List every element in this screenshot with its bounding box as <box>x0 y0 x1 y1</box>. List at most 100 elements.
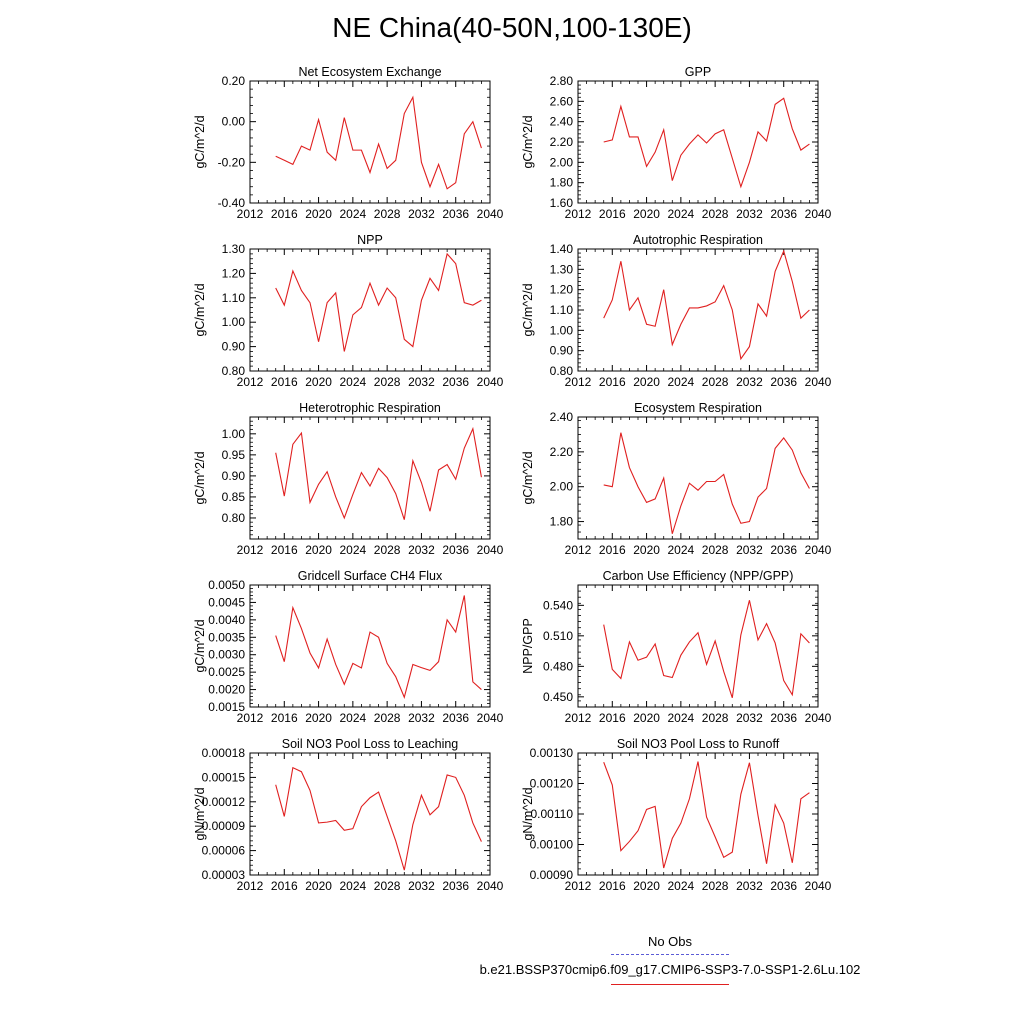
x-tick-label: 2020 <box>633 375 660 389</box>
x-tick-label: 2028 <box>702 879 729 893</box>
panel-title: Ecosystem Respiration <box>634 401 762 415</box>
y-axis-label: gC/m^2/d <box>193 619 207 672</box>
x-tick-label: 2032 <box>736 711 763 725</box>
series-line-0 <box>603 761 810 869</box>
plot-frame <box>249 584 491 708</box>
plot-frame <box>249 80 491 204</box>
panel-7: Carbon Use Efficiency (NPP/GPP) NPP/GPP 20… <box>521 569 832 725</box>
x-tick-label: 2032 <box>736 375 763 389</box>
y-tick-label: 0.00110 <box>531 807 574 821</box>
y-tick-label: 2.40 <box>550 115 574 129</box>
y-tick-label: 0.540 <box>543 598 573 612</box>
x-tick-label: 2032 <box>736 543 763 557</box>
panel-title: Gridcell Surface CH4 Flux <box>298 569 443 583</box>
x-tick-label: 2020 <box>633 879 660 893</box>
x-tick-label: 2036 <box>770 879 797 893</box>
panel-2: NPP gC/m^2/d 2012 2016 2020 2024 2028 2032 2036 2… <box>193 233 504 389</box>
y-tick-label: 0.0050 <box>208 578 245 592</box>
panel-title: Autotrophic Respiration <box>633 233 763 247</box>
panel-title: Net Ecosystem Exchange <box>298 65 441 79</box>
x-tick-label: 2032 <box>736 879 763 893</box>
plot-frame <box>249 248 491 372</box>
x-tick-label: 2040 <box>805 879 832 893</box>
series-line-0 <box>275 766 482 871</box>
series-line-0 <box>275 595 482 699</box>
y-tick-label: 0.00015 <box>202 770 246 784</box>
y-tick-label: 2.40 <box>550 410 574 424</box>
x-tick-label: 2040 <box>477 543 504 557</box>
plot-frame <box>249 416 491 540</box>
x-tick-label: 2012 <box>565 207 592 221</box>
plot-frame <box>249 752 491 876</box>
y-tick-label: 1.10 <box>222 291 246 305</box>
panel-title: Soil NO3 Pool Loss to Runoff <box>617 737 780 751</box>
x-tick-label: 2024 <box>340 879 367 893</box>
y-tick-label: 0.00018 <box>202 746 246 760</box>
x-tick-label: 2028 <box>702 711 729 725</box>
x-tick-label: 2012 <box>237 207 264 221</box>
series-line-0 <box>275 252 482 352</box>
y-axis-label: gC/m^2/d <box>521 451 535 504</box>
x-tick-label: 2012 <box>565 879 592 893</box>
y-tick-label: 0.80 <box>550 364 574 378</box>
y-tick-label: 0.0015 <box>208 700 245 714</box>
x-tick-label: 2024 <box>340 543 367 557</box>
y-tick-label: 0.90 <box>222 469 246 483</box>
y-tick-label: 0.0040 <box>208 613 245 627</box>
x-tick-label: 2012 <box>565 711 592 725</box>
x-tick-label: 2032 <box>408 879 435 893</box>
x-tick-label: 2016 <box>271 207 298 221</box>
y-tick-label: 1.00 <box>222 427 246 441</box>
y-tick-label: 0.0030 <box>208 648 245 662</box>
y-tick-label: 0.90 <box>222 340 246 354</box>
y-tick-label: 0.480 <box>543 659 573 673</box>
y-axis-label: gC/m^2/d <box>193 283 207 336</box>
y-tick-label: 2.00 <box>550 480 574 494</box>
panel-title: GPP <box>685 65 711 79</box>
x-tick-label: 2024 <box>668 711 695 725</box>
y-tick-label: 0.510 <box>543 629 573 643</box>
y-tick-label: 1.80 <box>550 176 574 190</box>
x-tick-label: 2012 <box>565 375 592 389</box>
y-tick-label: 2.20 <box>550 445 574 459</box>
x-tick-label: 2024 <box>668 543 695 557</box>
panel-1: GPP gC/m^2/d 2012 2016 2020 2024 2028 2032 2036 2… <box>521 65 832 221</box>
x-tick-label: 2012 <box>565 543 592 557</box>
x-tick-label: 2032 <box>408 375 435 389</box>
x-tick-label: 2028 <box>702 207 729 221</box>
x-tick-label: 2032 <box>408 543 435 557</box>
x-tick-label: 2028 <box>374 375 401 389</box>
series-line-0 <box>603 432 810 534</box>
x-tick-label: 2012 <box>237 543 264 557</box>
x-tick-label: 2020 <box>633 711 660 725</box>
series-line-0 <box>603 600 810 699</box>
panel-6: Gridcell Surface CH4 Flux gC/m^2/d 2012 201… <box>193 569 504 725</box>
x-tick-label: 2020 <box>305 711 332 725</box>
x-tick-label: 2020 <box>305 207 332 221</box>
y-tick-label: 0.00120 <box>530 777 574 791</box>
x-tick-label: 2024 <box>340 711 367 725</box>
x-tick-label: 2040 <box>477 207 504 221</box>
x-tick-label: 2036 <box>442 375 469 389</box>
panel-title: NPP <box>357 233 383 247</box>
y-tick-label: 0.00009 <box>202 819 246 833</box>
x-tick-label: 2024 <box>668 375 695 389</box>
y-axis-label: NPP/GPP <box>521 618 535 674</box>
plot-frame <box>577 584 819 708</box>
panel-3: Autotrophic Respiration gC/m^2/d 2012 2016 2… <box>521 233 832 389</box>
x-tick-label: 2036 <box>770 711 797 725</box>
x-tick-label: 2036 <box>442 543 469 557</box>
x-tick-label: 2016 <box>271 711 298 725</box>
x-tick-label: 2012 <box>237 375 264 389</box>
x-tick-label: 2036 <box>770 375 797 389</box>
y-tick-label: 0.00012 <box>202 795 246 809</box>
series-line-0 <box>275 426 482 520</box>
x-tick-label: 2024 <box>668 207 695 221</box>
x-tick-label: 2028 <box>374 207 401 221</box>
y-tick-label: 0.00130 <box>530 746 574 760</box>
x-tick-label: 2036 <box>442 207 469 221</box>
y-tick-label: 2.20 <box>550 135 574 149</box>
y-tick-label: 0.00 <box>222 115 246 129</box>
x-tick-label: 2040 <box>805 207 832 221</box>
